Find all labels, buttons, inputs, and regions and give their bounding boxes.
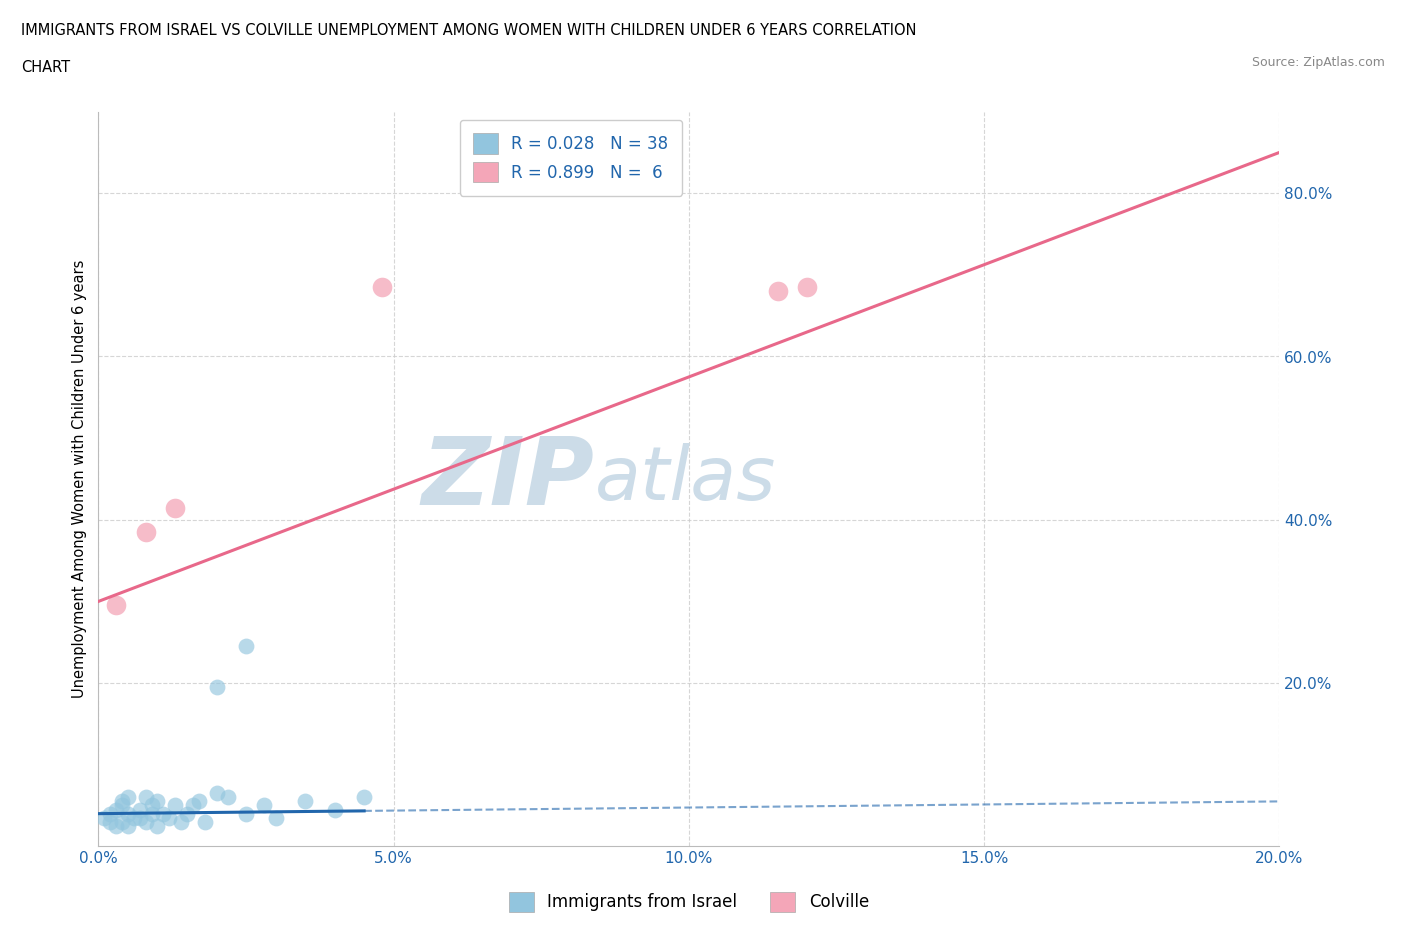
Point [105,818,128,833]
Point [117,790,139,804]
Point [111,794,134,809]
Point [105,598,128,613]
Point [93,810,115,825]
Point [217,790,239,804]
Text: atlas: atlas [595,443,776,515]
Point [98,806,121,821]
Point [141,806,163,821]
Point [128,802,150,817]
Point [165,798,187,813]
Text: CHART: CHART [21,60,70,75]
Point [170,815,193,830]
Point [235,806,257,821]
Point [323,802,346,817]
Point [146,794,169,809]
Point [111,798,134,813]
Point [157,810,180,825]
Point [141,798,163,813]
Point [117,818,139,833]
Text: Source: ZipAtlas.com: Source: ZipAtlas.com [1251,56,1385,69]
Point [146,818,169,833]
Point [165,500,187,515]
Legend: Immigrants from Israel, Colville: Immigrants from Israel, Colville [502,885,876,919]
Point [235,639,257,654]
Text: ZIP: ZIP [422,433,595,525]
Point [205,680,228,695]
Point [181,798,204,813]
Y-axis label: Unemployment Among Women with Children Under 6 years: Unemployment Among Women with Children U… [72,259,87,698]
Point [105,802,128,817]
Text: IMMIGRANTS FROM ISRAEL VS COLVILLE UNEMPLOYMENT AMONG WOMEN WITH CHILDREN UNDER : IMMIGRANTS FROM ISRAEL VS COLVILLE UNEMP… [21,23,917,38]
Point [194,815,217,830]
Point [122,810,145,825]
Point [766,284,789,299]
Point [176,806,198,821]
Point [152,806,174,821]
Point [205,786,228,801]
Point [796,280,818,295]
Point [253,798,276,813]
Point [98,815,121,830]
Point [187,794,209,809]
Point [111,815,134,830]
Point [294,794,316,809]
Point [353,790,375,804]
Point [371,280,394,295]
Point [117,806,139,821]
Point [264,810,287,825]
Point [135,790,157,804]
Point [135,815,157,830]
Point [135,525,157,539]
Point [128,810,150,825]
